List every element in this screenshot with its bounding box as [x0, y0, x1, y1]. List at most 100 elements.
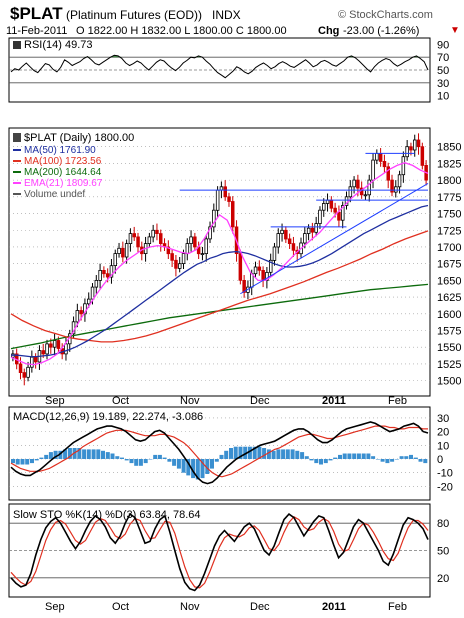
x-tick-label-bottom: Dec	[250, 601, 270, 613]
sto-title: Slow STO %K(14) %D(3) 63.84, 78.64	[13, 509, 201, 521]
candle-body	[268, 259, 273, 273]
candle-body	[242, 279, 246, 293]
macd-histogram-bar	[11, 459, 15, 464]
price-tick-label: 1575	[437, 326, 461, 338]
macd-histogram-bar	[58, 450, 63, 459]
candle-body	[41, 350, 46, 355]
x-tick-label-bottom: Nov	[180, 601, 200, 613]
macd-tick-label: -10	[437, 468, 453, 480]
macd-histogram-bar	[247, 446, 252, 459]
macd-histogram-bar	[394, 459, 399, 460]
candle-body	[325, 199, 330, 204]
macd-histogram-bar	[285, 449, 290, 459]
sto-tick-label: 50	[437, 546, 449, 558]
candle-body	[340, 205, 345, 221]
candle-body	[238, 253, 243, 281]
candle-body	[348, 186, 353, 198]
macd-histogram-bar	[371, 456, 376, 459]
candle-body	[181, 253, 186, 265]
ma100-line	[10, 230, 429, 343]
candle-body	[337, 211, 341, 221]
candle-body	[405, 146, 409, 158]
rsi-title-swatch	[13, 41, 21, 49]
rsi-tick-label: 90	[437, 39, 449, 51]
candle-body	[22, 372, 26, 378]
candle-body	[265, 271, 269, 281]
macd-histogram-bar	[300, 452, 305, 459]
candle-body	[109, 265, 114, 278]
candle-body	[272, 246, 277, 261]
macd-histogram-bar	[148, 459, 153, 460]
legend-label: EMA(21) 1809.67	[24, 178, 103, 189]
legend-swatch	[13, 182, 21, 184]
macd-histogram-bar	[281, 449, 286, 459]
macd-histogram-bar	[48, 452, 53, 459]
candle-body	[147, 236, 152, 244]
macd-histogram-bar	[115, 456, 120, 459]
macd-histogram-bar	[39, 457, 44, 459]
price-tick-label: 1850	[437, 142, 461, 154]
candle-body	[420, 146, 425, 166]
ma50-line	[11, 204, 429, 358]
legend-label: MA(100) 1723.56	[24, 156, 102, 167]
candle-body	[200, 253, 205, 256]
price-tick-label: 1600	[437, 309, 461, 321]
candle-body	[170, 253, 174, 261]
macd-histogram-bar	[375, 459, 380, 460]
candle-body	[378, 152, 383, 162]
candle-body	[166, 246, 171, 255]
macd-histogram-bar	[262, 448, 267, 459]
macd-histogram-bar	[210, 459, 214, 469]
rsi-tick-label: 50	[437, 65, 449, 77]
candle-body	[253, 266, 258, 275]
price-tick-label: 1800	[437, 175, 461, 187]
macd-histogram-bar	[224, 450, 229, 459]
price-tick-label: 1775	[437, 192, 461, 204]
candle-body	[52, 340, 57, 348]
macd-histogram-bar	[110, 453, 115, 459]
macd-histogram-bar	[356, 453, 361, 459]
macd-histogram-bar	[266, 449, 271, 459]
candle-body	[121, 247, 125, 258]
macd-histogram-bar	[191, 459, 196, 479]
exchange-label: INDX	[212, 8, 241, 22]
macd-histogram-bar	[328, 459, 333, 461]
macd-histogram-bar	[96, 449, 101, 459]
candle-body	[75, 310, 80, 323]
candle-body	[90, 286, 95, 300]
macd-histogram-bar	[138, 459, 143, 466]
price-tick-label: 1725	[437, 225, 461, 237]
macd-histogram-bar	[319, 459, 323, 465]
legend-label: MA(200) 1644.64	[24, 167, 102, 178]
x-tick-label-bottom: 2011	[322, 601, 346, 613]
macd-histogram-bar	[323, 459, 328, 464]
sto-tick-label: 20	[437, 573, 449, 585]
candle-body	[87, 298, 91, 305]
candle-body	[223, 186, 227, 198]
macd-histogram-bar	[390, 459, 395, 462]
candle-body	[151, 229, 155, 238]
candle-body	[26, 366, 30, 378]
candle-body	[189, 236, 193, 244]
macd-histogram-bar	[361, 453, 366, 459]
candle-body	[310, 227, 315, 233]
macd-histogram-bar	[30, 459, 34, 464]
macd-histogram-bar	[25, 459, 30, 465]
sto-panel: 20 50 80	[9, 512, 449, 592]
candle-body	[83, 303, 87, 315]
legend-label: Volume undef	[24, 189, 85, 200]
candle-body	[174, 259, 178, 269]
candle-body	[306, 227, 311, 234]
macd-histogram-bar	[399, 456, 404, 459]
candle-body	[204, 238, 208, 254]
x-tick-label-bottom: Sep	[45, 601, 65, 613]
price-tick-label: 1650	[437, 275, 461, 287]
x-tick-label-price: 2011	[322, 395, 346, 407]
candle-body	[375, 152, 379, 161]
macd-histogram-bar	[181, 459, 186, 473]
candle-body	[416, 139, 421, 148]
price-tick-label: 1700	[437, 242, 461, 254]
macd-tick-label: 10	[437, 440, 449, 452]
